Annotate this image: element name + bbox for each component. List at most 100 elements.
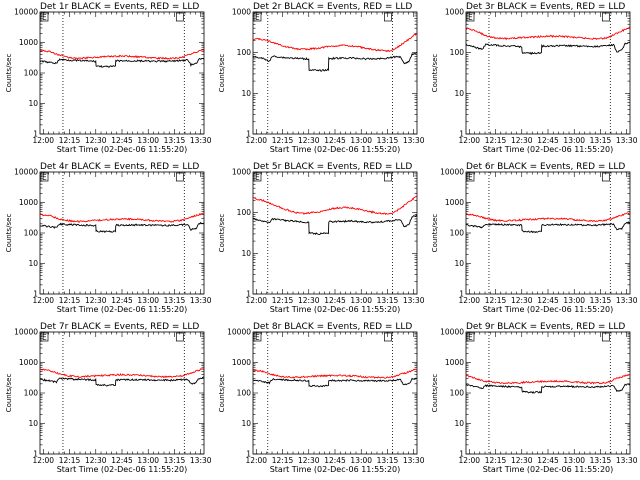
panel-det-2: Det 2r BLACK = Events, RED = LLD 1 10 100 10… xyxy=(218,2,425,154)
series-events-line xyxy=(465,221,631,234)
x-tick-label: 13:00 xyxy=(563,456,585,465)
flag-label: E xyxy=(42,13,47,22)
y-tick-label: 100 xyxy=(237,208,252,217)
y-tick-label: 1000 xyxy=(19,38,38,47)
y-tick-label: 10 xyxy=(454,419,464,428)
x-tick-label: 13:15 xyxy=(590,136,612,145)
x-tick-label: 13:30 xyxy=(616,456,638,465)
x-axis-label: Start Time (02-Dec-06 11:55:20) xyxy=(57,465,188,474)
y-tick-label: 100 xyxy=(450,229,465,238)
flag-box-right xyxy=(601,12,610,22)
x-axis-label: Start Time (02-Dec-06 11:55:20) xyxy=(270,465,401,474)
x-tick-label: 12:15 xyxy=(272,456,294,465)
y-tick-label: 10 xyxy=(28,419,38,428)
x-tick-label: 12:15 xyxy=(272,136,294,145)
flag-box-right xyxy=(601,172,610,182)
y-tick-label: 1000 xyxy=(445,198,464,207)
x-tick-label: 13:15 xyxy=(377,456,399,465)
x-tick-label: 13:30 xyxy=(616,296,638,305)
x-tick-label: 13:15 xyxy=(590,296,612,305)
x-axis-label: Start Time (02-Dec-06 11:55:20) xyxy=(57,305,188,314)
x-tick-label: 13:30 xyxy=(190,296,212,305)
panel-det-4: Det 4r BLACK = Events, RED = LLD 1 10 100 10… xyxy=(5,162,212,314)
y-tick-label: 10 xyxy=(241,89,251,98)
x-tick-label: 12:00 xyxy=(32,296,54,305)
y-tick-label: 10000 xyxy=(14,8,38,17)
x-tick-label: 12:45 xyxy=(537,136,559,145)
x-tick-label: 12:45 xyxy=(111,296,133,305)
plot-frame xyxy=(39,11,205,135)
x-tick-label: 13:00 xyxy=(137,456,159,465)
flag-label: E xyxy=(468,173,473,182)
flag-box-left xyxy=(253,172,262,182)
series-lld-line xyxy=(465,212,631,223)
panel-det-1: Det 1r BLACK = Events, RED = LLD 1 10 100 10… xyxy=(5,2,212,154)
flag-box-right xyxy=(175,332,184,342)
y-axis-label: Counts/sec xyxy=(218,54,226,93)
panel-det-6: Det 6r BLACK = Events, RED = LLD 1 10 100 10… xyxy=(431,162,638,314)
plot-frame xyxy=(39,331,205,455)
y-tick-label: 10 xyxy=(241,419,251,428)
y-axis-label: Counts/sec xyxy=(218,214,226,253)
x-tick-label: 13:30 xyxy=(190,456,212,465)
x-tick-label: 13:30 xyxy=(403,136,425,145)
flag-box-left xyxy=(466,12,475,22)
x-tick-label: 13:30 xyxy=(403,456,425,465)
y-tick-label: 1 xyxy=(33,290,38,299)
x-tick-label: 12:45 xyxy=(111,456,133,465)
x-tick-label: 12:15 xyxy=(485,136,507,145)
x-tick-label: 12:15 xyxy=(485,456,507,465)
y-tick-label: 1 xyxy=(246,130,251,139)
panel-title: Det 1r BLACK = Events, RED = LLD xyxy=(40,2,199,12)
x-tick-label: 12:30 xyxy=(298,456,320,465)
series-events-line xyxy=(39,221,205,234)
y-tick-label: 1 xyxy=(33,450,38,459)
x-tick-label: 12:00 xyxy=(245,136,267,145)
panel-title: Det 7r BLACK = Events, RED = LLD xyxy=(40,322,199,332)
y-tick-label: 1 xyxy=(246,450,251,459)
panel-title: Det 2r BLACK = Events, RED = LLD xyxy=(253,2,412,12)
x-tick-label: 12:00 xyxy=(458,136,480,145)
y-tick-label: 1000 xyxy=(445,8,464,17)
x-tick-label: 13:30 xyxy=(190,136,212,145)
series-lld-line xyxy=(252,368,418,379)
x-tick-label: 12:30 xyxy=(85,296,107,305)
y-axis-label: Counts/sec xyxy=(431,214,439,253)
panel-det-7: Det 7r BLACK = Events, RED = LLD 1 10 100 10… xyxy=(5,322,212,474)
x-tick-label: 12:00 xyxy=(245,456,267,465)
y-tick-label: 10 xyxy=(454,259,464,268)
x-tick-label: 12:15 xyxy=(59,456,81,465)
x-tick-label: 13:30 xyxy=(616,136,638,145)
series-lld-line xyxy=(39,48,205,60)
y-tick-label: 10000 xyxy=(14,168,38,177)
y-tick-label: 1000 xyxy=(19,358,38,367)
flag-box-left xyxy=(466,332,475,342)
series-events-line xyxy=(465,383,631,394)
x-tick-label: 12:30 xyxy=(511,296,533,305)
x-axis-label: Start Time (02-Dec-06 11:55:20) xyxy=(483,305,614,314)
x-tick-label: 12:45 xyxy=(324,136,346,145)
x-tick-label: 12:00 xyxy=(458,296,480,305)
panel-title: Det 5r BLACK = Events, RED = LLD xyxy=(253,162,412,172)
y-tick-label: 1 xyxy=(459,290,464,299)
y-tick-label: 10 xyxy=(454,89,464,98)
flag-label: E xyxy=(255,333,260,342)
y-tick-label: 1000 xyxy=(232,358,251,367)
flag-label: E xyxy=(468,333,473,342)
series-events-line xyxy=(252,51,418,72)
y-axis-label: Counts/sec xyxy=(5,54,13,93)
x-tick-label: 12:15 xyxy=(272,296,294,305)
plot-frame xyxy=(465,11,631,135)
x-axis-label: Start Time (02-Dec-06 11:55:20) xyxy=(270,305,401,314)
y-tick-label: 100 xyxy=(237,389,252,398)
y-tick-label: 10 xyxy=(28,259,38,268)
x-tick-label: 13:15 xyxy=(164,296,186,305)
x-tick-label: 12:00 xyxy=(458,456,480,465)
y-tick-label: 10000 xyxy=(14,328,38,337)
y-tick-label: 10000 xyxy=(227,328,251,337)
x-tick-label: 12:30 xyxy=(511,136,533,145)
y-tick-label: 100 xyxy=(24,69,39,78)
x-axis-label: Start Time (02-Dec-06 11:55:20) xyxy=(57,145,188,154)
flag-box-right xyxy=(384,12,392,22)
